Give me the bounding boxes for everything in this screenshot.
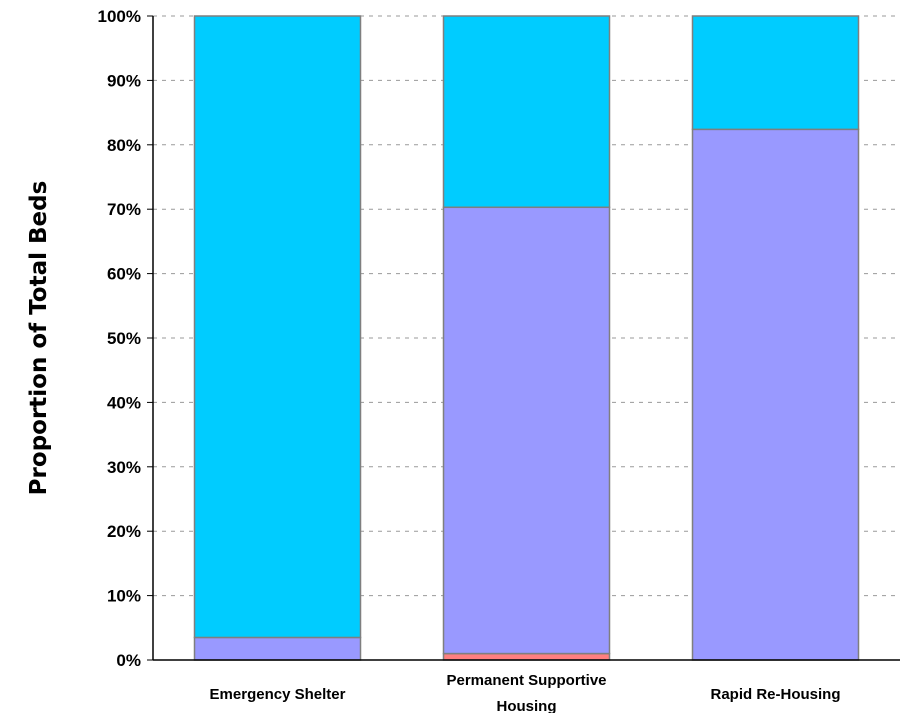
y-tick-label: 100% (98, 7, 141, 26)
y-tick-label: 90% (107, 71, 141, 90)
bar-stack (193, 15, 362, 661)
y-tick-label: 80% (107, 136, 141, 155)
bar-segment (691, 15, 860, 131)
bar-segment (442, 652, 611, 661)
category-label: Permanent Supportive Housing (446, 672, 606, 713)
y-tick-label: 10% (107, 587, 141, 606)
bars (193, 15, 860, 661)
axes (147, 15, 900, 661)
y-tick-label: 30% (107, 458, 141, 477)
bar-stack (691, 15, 860, 661)
y-axis-title: Proportion of Total Beds (26, 181, 52, 496)
bar-segment (193, 15, 362, 639)
bar-segment (193, 636, 362, 661)
y-tick-label: 0% (116, 651, 141, 670)
y-tick-labels: 0% 10% 20% 30% 40% 50% 60% 70% 80% 90% 100% (98, 7, 141, 670)
y-tick-label: 70% (107, 200, 141, 219)
bar-segment (442, 206, 611, 655)
y-tick-label: 40% (107, 393, 141, 412)
category-label: Emergency Shelter (210, 686, 346, 703)
y-tick-label: 20% (107, 522, 141, 541)
category-label: Rapid Re-Housing (711, 686, 841, 703)
y-tick-label: 60% (107, 265, 141, 284)
bar-stack (442, 15, 611, 661)
bar-segment (691, 128, 860, 661)
bar-segment (442, 15, 611, 209)
y-tick-label: 50% (107, 329, 141, 348)
category-labels: Emergency Shelter Permanent Supportive Hou… (210, 672, 841, 713)
